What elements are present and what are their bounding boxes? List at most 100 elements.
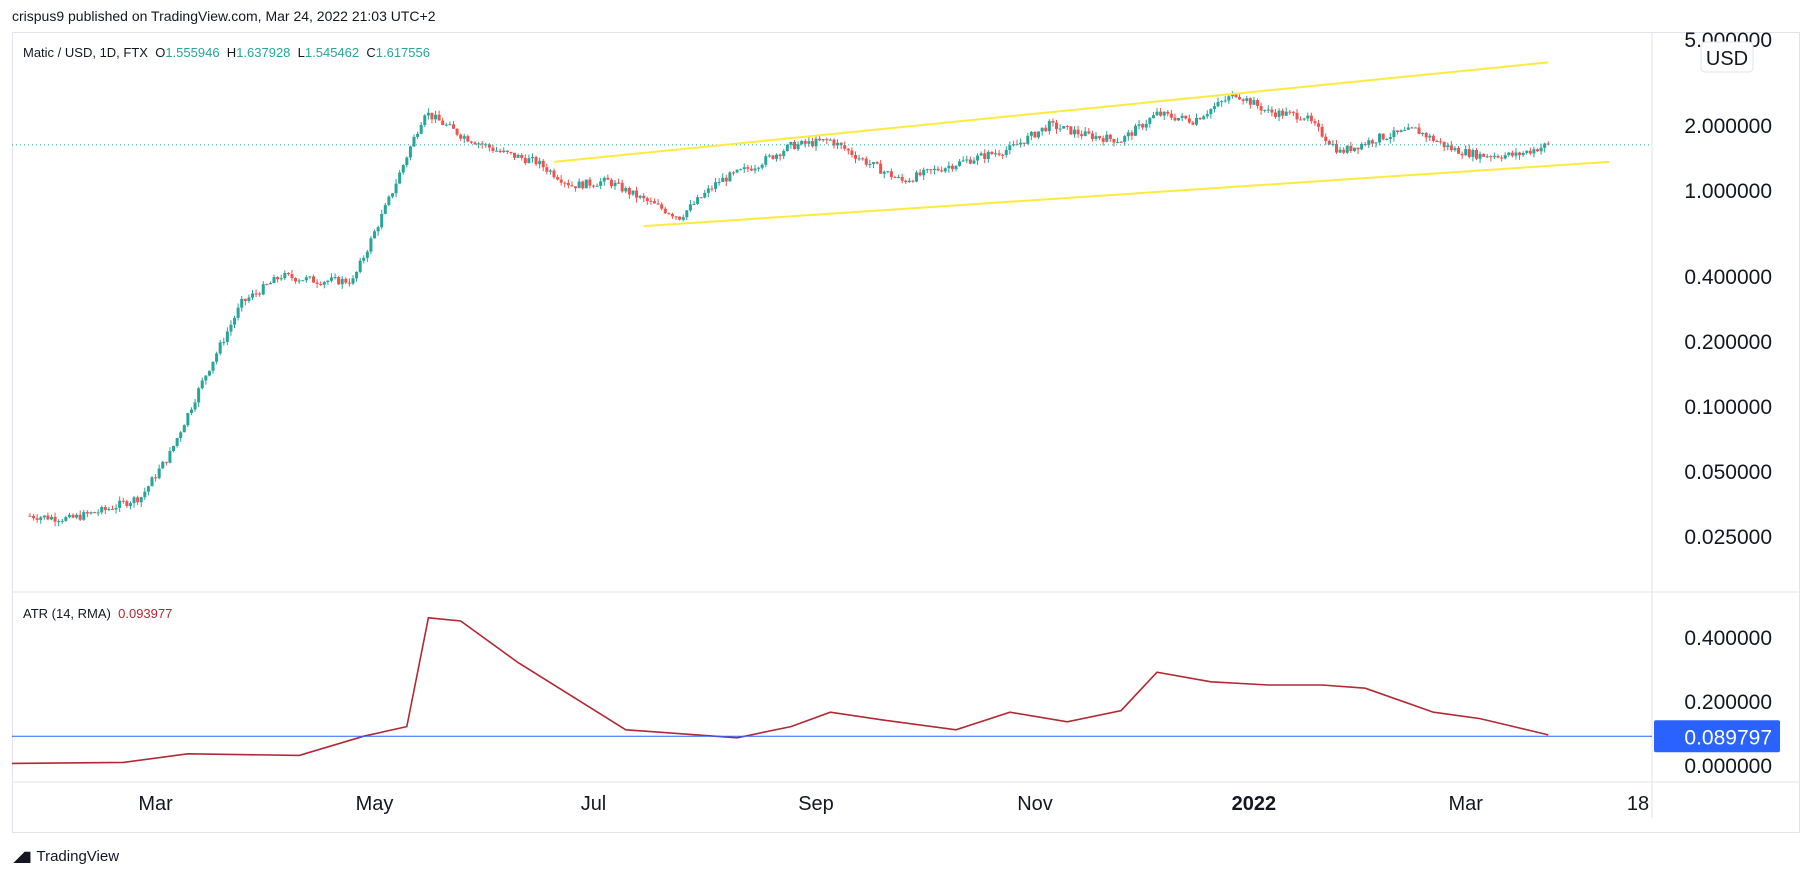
candle-body — [128, 503, 132, 507]
candle-body — [620, 182, 624, 192]
candle-body — [1320, 126, 1324, 137]
candle-body — [1521, 152, 1525, 156]
candle-body — [444, 124, 448, 126]
atr-legend[interactable]: ATR (14, RMA) 0.093977 — [23, 606, 172, 621]
candle-body — [1112, 138, 1116, 143]
candle-body — [1273, 112, 1277, 117]
candle-body — [559, 179, 563, 183]
candle-body — [1327, 140, 1331, 145]
price-axis[interactable]: 5.0000002.0000001.0000000.4000000.200000… — [1684, 29, 1772, 778]
tradingview-logo-icon: ◢▮ — [14, 848, 32, 864]
candle-body — [1460, 153, 1464, 156]
candle-body — [1403, 129, 1407, 131]
candle-body — [1485, 156, 1489, 158]
candle-body — [696, 197, 700, 204]
candle-body — [1044, 127, 1048, 132]
low-label: L — [297, 45, 305, 60]
candle-body — [1428, 135, 1432, 138]
candle-body — [1011, 144, 1015, 146]
atr-line — [11, 616, 1549, 765]
candle-body — [1166, 111, 1170, 114]
candle-body — [1535, 149, 1539, 152]
candle-body — [276, 277, 280, 280]
candle-body — [717, 181, 721, 183]
candle-body — [1496, 155, 1500, 158]
chart-frame[interactable] — [12, 32, 1800, 833]
candle-body — [591, 185, 595, 187]
candle-body — [1266, 109, 1270, 111]
candle-body — [1309, 115, 1313, 122]
candle-body — [670, 214, 674, 217]
candle-body — [161, 461, 165, 469]
candle-body — [792, 142, 796, 150]
candle-body — [814, 138, 818, 147]
candle-body — [653, 201, 657, 204]
symbol-legend[interactable]: Matic / USD, 1D, FTX O1.555946 H1.637928… — [23, 45, 430, 60]
candle-body — [1514, 152, 1518, 156]
candle-body — [1137, 124, 1141, 126]
candle-body — [1352, 147, 1356, 152]
time-tick-label: Mar — [138, 793, 173, 815]
candle-body — [423, 115, 427, 125]
candle-body — [595, 185, 599, 187]
candle-body — [398, 172, 402, 184]
candle-body — [606, 177, 610, 180]
candle-body — [972, 160, 976, 164]
candle-body — [968, 159, 972, 164]
candle-body — [922, 169, 926, 176]
time-axis[interactable]: Mar May Jul Sep Nov 2022 Mar 18 — [138, 793, 1649, 815]
candle-body — [1281, 110, 1285, 116]
candle-body — [1019, 142, 1023, 145]
candle-body — [347, 282, 351, 284]
candle-body — [1151, 115, 1155, 119]
candle-body — [943, 168, 947, 172]
candle-body — [1417, 127, 1421, 135]
candle-body — [254, 293, 258, 295]
candle-body — [864, 158, 868, 165]
candle-body — [265, 284, 269, 286]
candle-body — [778, 154, 782, 157]
price-tick-label: 1.000000 — [1684, 180, 1772, 203]
candle-body — [1227, 96, 1231, 101]
candle-body — [1148, 118, 1152, 124]
candle-body — [261, 284, 265, 295]
candle-body — [416, 133, 420, 137]
candle-body — [1464, 149, 1468, 156]
candle-body — [1288, 111, 1292, 113]
candle-body — [760, 164, 764, 168]
candle-body — [319, 283, 323, 285]
candle-body — [810, 141, 814, 147]
candle-body — [114, 507, 118, 510]
candle-body — [602, 177, 606, 182]
candle-body — [997, 153, 1001, 155]
candle-body — [448, 124, 452, 126]
candle-body — [225, 331, 229, 342]
open-value: 1.555946 — [165, 45, 220, 60]
tradingview-brand[interactable]: ◢▮ TradingView — [14, 848, 119, 865]
symbol-label: Matic / USD, 1D, FTX — [23, 45, 148, 60]
candle-body — [1123, 136, 1127, 142]
candle-body — [365, 251, 369, 258]
candle-body — [1392, 130, 1396, 138]
candle-body — [936, 168, 940, 171]
candle-body — [1130, 132, 1134, 136]
candle-body — [950, 165, 954, 170]
candle-body — [563, 182, 567, 184]
trend-channel[interactable] — [553, 61, 1610, 228]
candle-body — [753, 168, 757, 171]
candle-body — [247, 297, 251, 301]
candle-body — [1302, 118, 1306, 120]
channel-line — [643, 160, 1610, 228]
candle-body — [1259, 105, 1263, 111]
candle-body — [491, 147, 495, 151]
candle-body — [976, 155, 980, 161]
candle-body — [1220, 101, 1224, 103]
candle-body — [236, 307, 240, 318]
candle-body — [1349, 145, 1353, 152]
candle-body — [344, 278, 348, 283]
candle-body — [67, 514, 71, 518]
candle-body — [965, 159, 969, 161]
candle-body — [871, 162, 875, 165]
candle-body — [1090, 133, 1094, 139]
